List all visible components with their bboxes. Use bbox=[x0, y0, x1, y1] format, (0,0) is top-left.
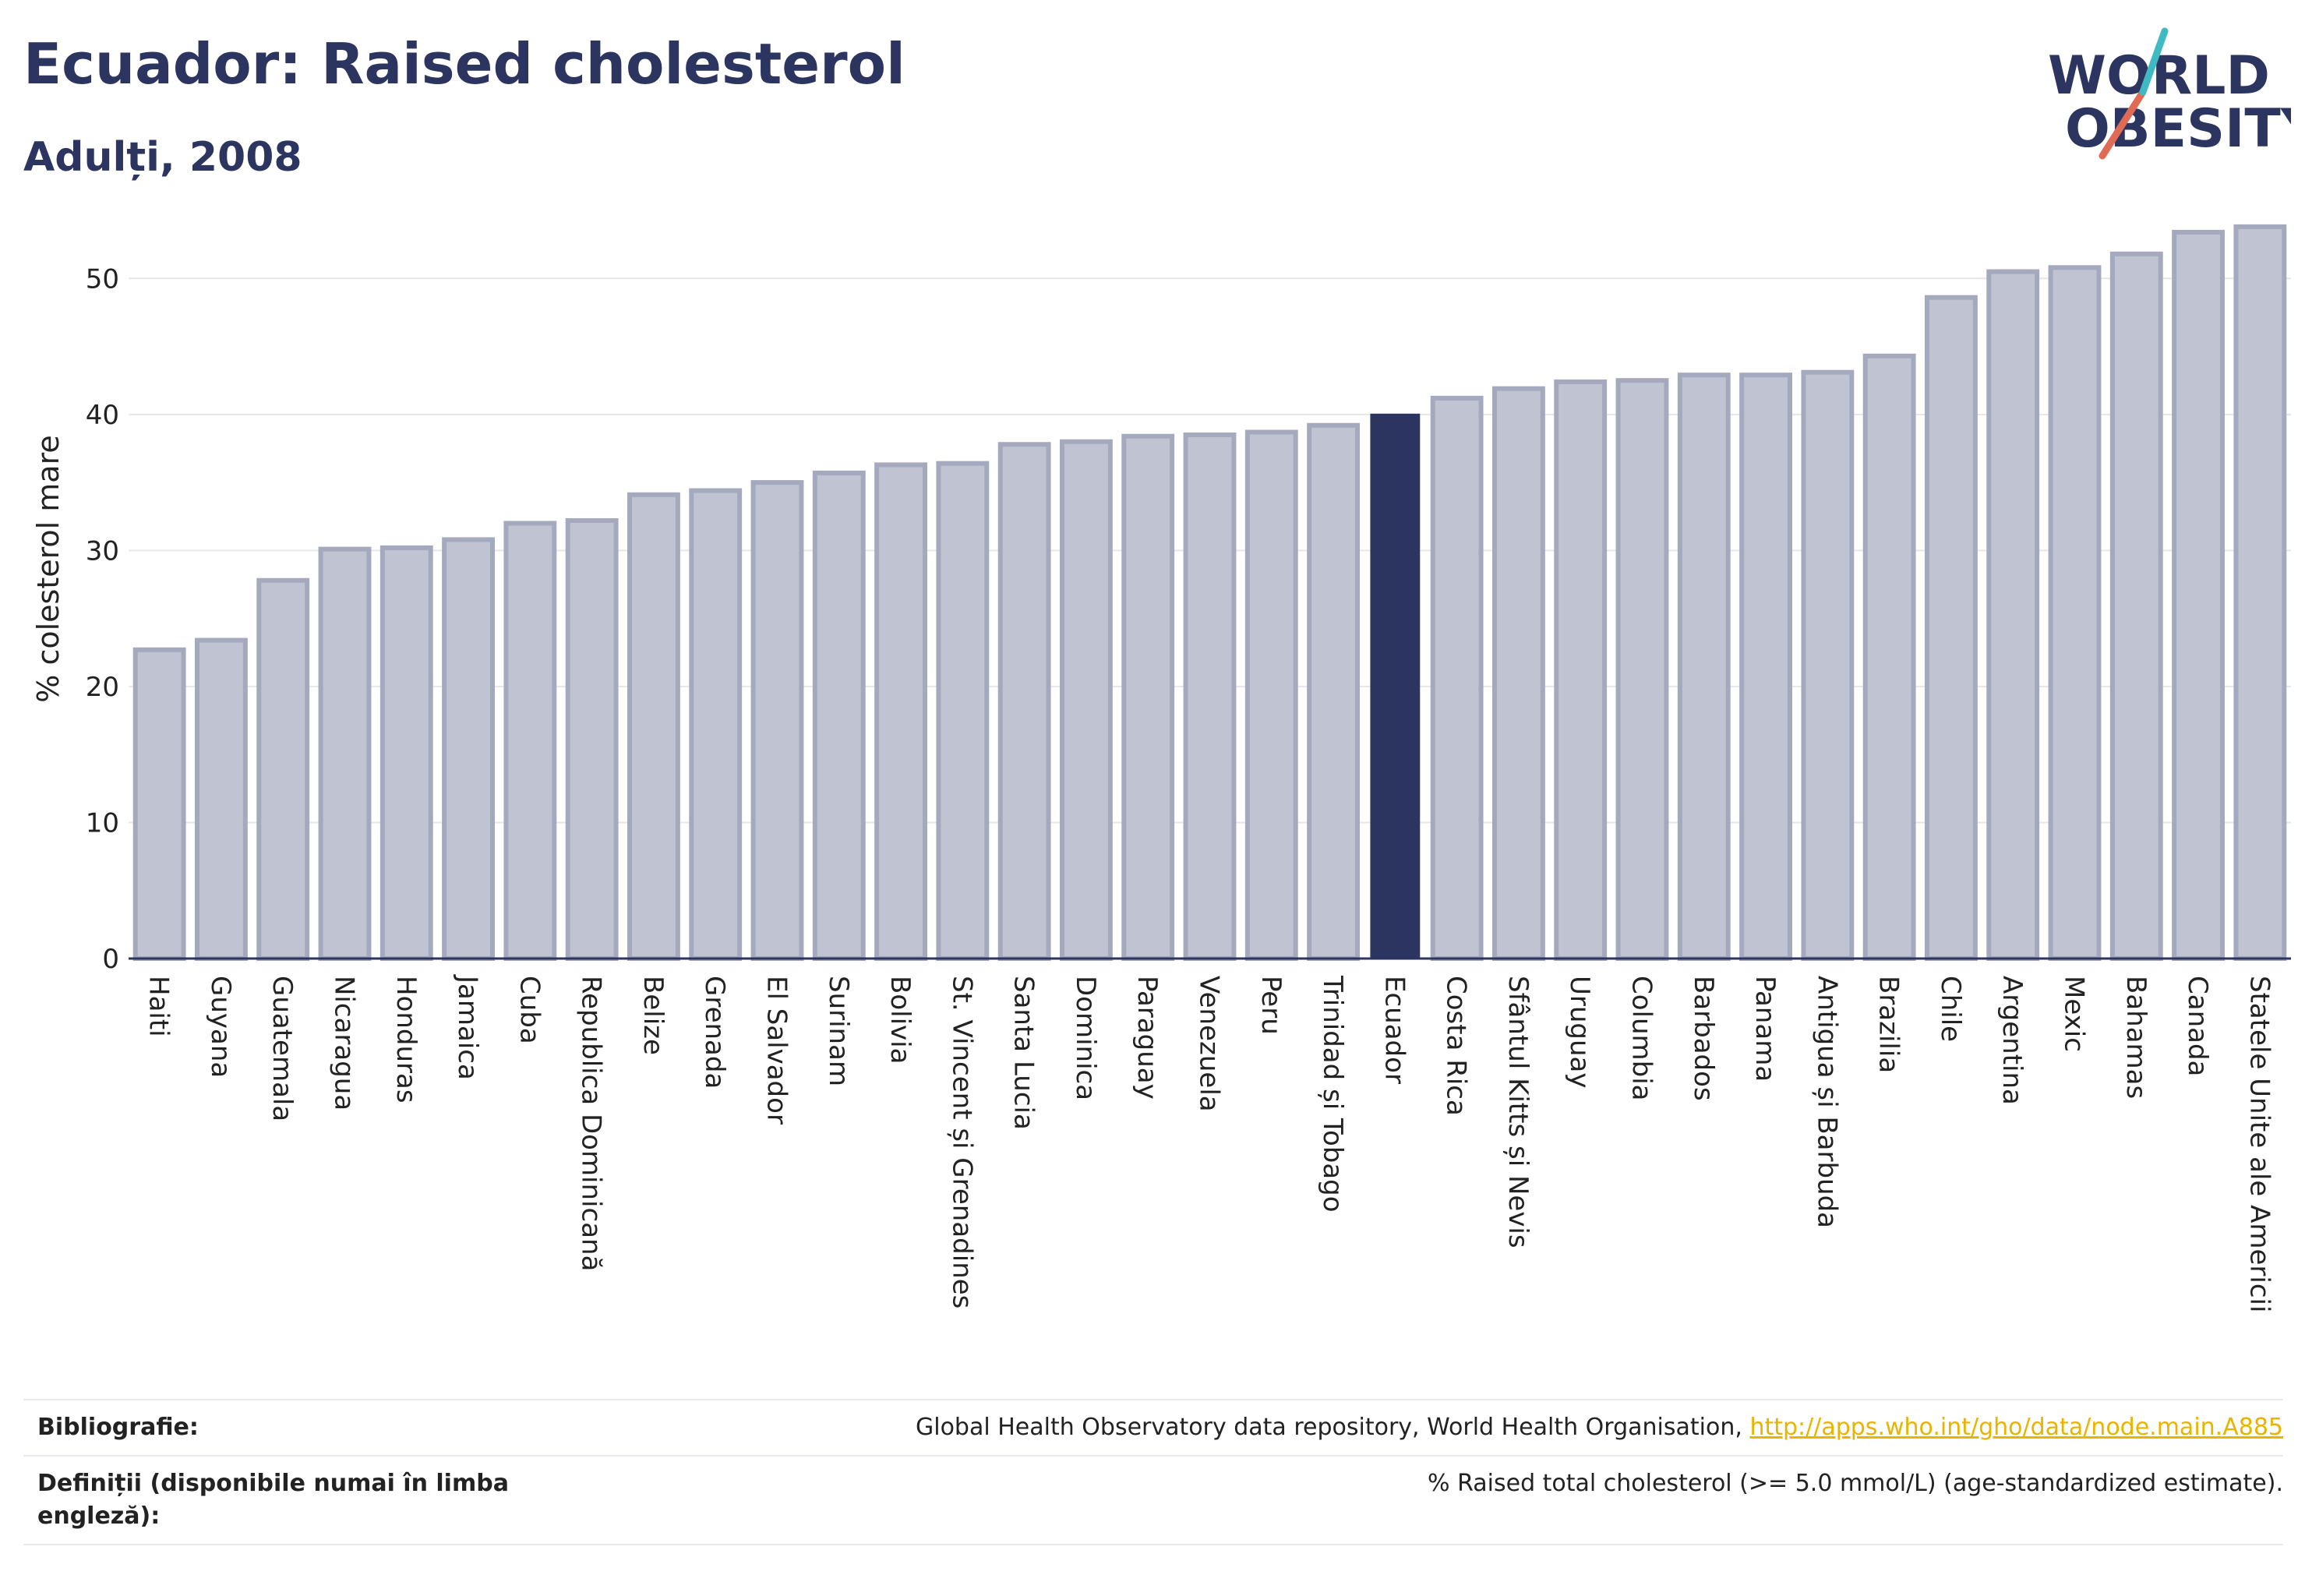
x-tick-label: Haiti bbox=[143, 976, 175, 1037]
bar-chart: 0 10 20 30 40 50 % colesterol mare Haiti Guyana G… bbox=[31, 224, 2291, 1312]
x-tick-label: Chile bbox=[1935, 976, 1966, 1042]
x-tick-label: Jamaica bbox=[452, 974, 483, 1080]
y-tick-label: 20 bbox=[86, 672, 119, 703]
bar-15 bbox=[1060, 439, 1113, 961]
bibliography-value: Global Health Observatory data repositor… bbox=[916, 1411, 2283, 1444]
bar-22 bbox=[1492, 386, 1545, 961]
bar-7 bbox=[565, 517, 619, 961]
definitions-row: Definiții (disponibile numai în limba en… bbox=[23, 1455, 2283, 1545]
bar-13 bbox=[936, 461, 990, 961]
bar-28 bbox=[1862, 353, 1916, 962]
x-tick-label: Guatemala bbox=[267, 976, 298, 1121]
x-tick-label: Panama bbox=[1749, 976, 1781, 1082]
bar-4 bbox=[379, 545, 433, 961]
x-tick-label: Grenada bbox=[699, 976, 730, 1089]
bar-26 bbox=[1739, 373, 1792, 961]
x-tick-label: Bolivia bbox=[884, 976, 916, 1064]
bar-24 bbox=[1615, 378, 1669, 961]
x-tick-label: Statele Unite ale Americii bbox=[2243, 976, 2275, 1312]
x-tick-label: Costa Rica bbox=[1441, 976, 1472, 1116]
y-axis-label: % colesterol mare bbox=[31, 435, 65, 702]
bar-8 bbox=[627, 492, 680, 961]
bar-21 bbox=[1430, 395, 1484, 961]
bar-20 bbox=[1370, 413, 1421, 959]
x-tick-label: Republica Dominicană bbox=[576, 976, 607, 1271]
bar-31 bbox=[2048, 265, 2102, 961]
x-tick-label: Surinam bbox=[823, 976, 854, 1086]
bar-27 bbox=[1801, 369, 1855, 961]
x-tick-label: Canada bbox=[2182, 976, 2213, 1076]
x-tick-label: Cuba bbox=[514, 976, 545, 1044]
x-tick-label: Antigua și Barbuda bbox=[1811, 976, 1842, 1228]
bar-33 bbox=[2172, 229, 2225, 962]
y-tick-label: 30 bbox=[86, 535, 119, 567]
bar-23 bbox=[1554, 379, 1608, 962]
bar-25 bbox=[1677, 373, 1731, 961]
bar-3 bbox=[318, 546, 372, 961]
y-tick-label: 40 bbox=[86, 400, 119, 431]
y-tick-label: 0 bbox=[102, 944, 119, 975]
x-tick-label: St. Vincent și Grenadines bbox=[946, 976, 977, 1308]
x-tick-label: Trinidad și Tobago bbox=[1317, 975, 1348, 1213]
bar-6 bbox=[503, 521, 557, 961]
x-tick-label: Uruguay bbox=[1564, 976, 1595, 1089]
bar-30 bbox=[1986, 269, 2040, 961]
y-tick-label: 50 bbox=[86, 263, 119, 295]
bar-1 bbox=[195, 637, 248, 962]
y-tick-label: 10 bbox=[86, 807, 119, 839]
world-obesity-logo: WORLD OBESITY bbox=[2034, 23, 2305, 164]
x-tick-label: Dominica bbox=[1070, 976, 1101, 1100]
bibliography-text: Global Health Observatory data repositor… bbox=[916, 1414, 1742, 1441]
x-tick-label: Venezuela bbox=[1194, 976, 1225, 1112]
x-tick-label: El Salvador bbox=[761, 976, 792, 1125]
definitions-value: % Raised total cholesterol (>= 5.0 mmol/… bbox=[1428, 1470, 2283, 1497]
x-tick-label: Mexic bbox=[2059, 976, 2090, 1052]
bibliography-link[interactable]: http://apps.who.int/gho/data/node.main.A… bbox=[1749, 1414, 2283, 1441]
bar-9 bbox=[689, 488, 743, 961]
definitions-label: Definiții (disponibile numai în limba en… bbox=[37, 1470, 509, 1530]
x-tick-label: Nicaragua bbox=[329, 976, 360, 1110]
bar-2 bbox=[256, 577, 310, 961]
x-tick-label: Belize bbox=[637, 976, 669, 1055]
bibliography-label: Bibliografie: bbox=[37, 1414, 199, 1441]
x-tick-label: Barbados bbox=[1688, 976, 1719, 1101]
x-tick-label: Bahamas bbox=[2120, 976, 2151, 1099]
bar-10 bbox=[750, 480, 804, 961]
bar-12 bbox=[874, 462, 927, 961]
x-tick-label: Honduras bbox=[390, 976, 422, 1103]
bar-29 bbox=[1925, 295, 1978, 961]
x-tick-label: Peru bbox=[1255, 976, 1287, 1035]
chart-subtitle: Adulți, 2008 bbox=[23, 134, 302, 181]
bar-17 bbox=[1183, 433, 1237, 961]
x-tick-label: Columbia bbox=[1626, 976, 1657, 1101]
x-tick-label: Argentina bbox=[1996, 976, 2028, 1105]
bar-5 bbox=[442, 537, 495, 961]
bar-32 bbox=[2109, 251, 2163, 961]
bar-14 bbox=[997, 442, 1051, 961]
x-tick-label: Guyana bbox=[205, 976, 236, 1078]
bibliography-row: Bibliografie: Global Health Observatory … bbox=[23, 1399, 2283, 1455]
x-tick-label: Sfântul Kitts și Nevis bbox=[1502, 976, 1534, 1248]
footer-table: Bibliografie: Global Health Observatory … bbox=[23, 1399, 2283, 1545]
bar-34 bbox=[2233, 224, 2287, 962]
bar-19 bbox=[1307, 422, 1360, 961]
bar-0 bbox=[132, 647, 186, 961]
x-tick-label: Ecuador bbox=[1378, 976, 1410, 1084]
x-tick-label: Paraguay bbox=[1131, 976, 1163, 1100]
x-tick-label: Santa Lucia bbox=[1008, 976, 1040, 1130]
x-tick-label: Brazilia bbox=[1873, 976, 1904, 1073]
bar-16 bbox=[1121, 433, 1175, 961]
bar-18 bbox=[1244, 429, 1298, 961]
bar-11 bbox=[812, 470, 866, 961]
chart-title: Ecuador: Raised cholesterol bbox=[23, 31, 905, 97]
